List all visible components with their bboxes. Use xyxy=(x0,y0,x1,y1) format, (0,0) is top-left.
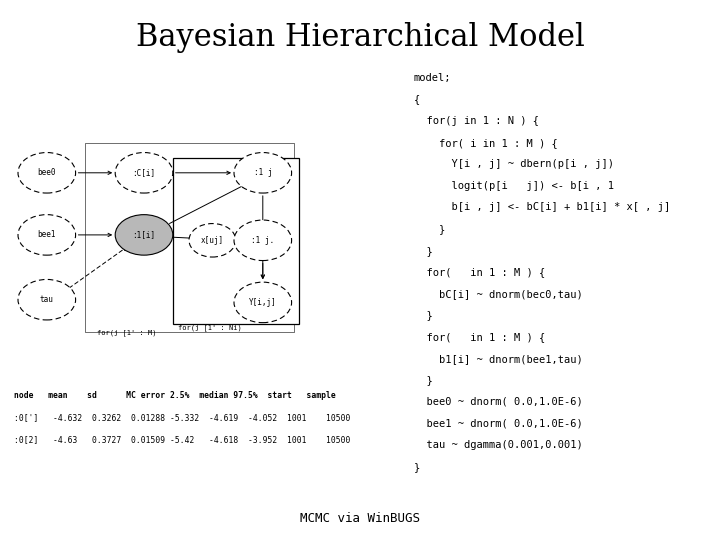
Text: for(   in 1 : M ) {: for( in 1 : M ) { xyxy=(414,267,545,278)
Ellipse shape xyxy=(18,280,76,320)
Text: :1 j.: :1 j. xyxy=(251,236,274,245)
Text: tau: tau xyxy=(40,295,54,304)
Text: b[i , j] <- bC[i] + b1[i] * x[ , j]: b[i , j] <- bC[i] + b1[i] * x[ , j] xyxy=(414,202,670,213)
Ellipse shape xyxy=(234,152,292,193)
Text: logit(p[i   j]) <- b[i , 1: logit(p[i j]) <- b[i , 1 xyxy=(414,181,614,191)
Text: Bayesian Hierarchical Model: Bayesian Hierarchical Model xyxy=(135,22,585,53)
Text: for(j [1' : Ni): for(j [1' : Ni) xyxy=(178,324,242,330)
Text: tau ~ dgamma(0.001,0.001): tau ~ dgamma(0.001,0.001) xyxy=(414,440,582,450)
Text: bC[i] ~ dnorm(bec0,tau): bC[i] ~ dnorm(bec0,tau) xyxy=(414,289,582,299)
Text: {: { xyxy=(414,94,420,105)
Bar xyxy=(85,143,294,332)
Text: for(j in 1 : N ) {: for(j in 1 : N ) { xyxy=(414,116,539,126)
Text: bee1 ~ dnorm( 0.0,1.0E-6): bee1 ~ dnorm( 0.0,1.0E-6) xyxy=(414,418,582,429)
Text: :0[']   -4.632  0.3262  0.01288 -5.332  -4.619  -4.052  1001    10500: :0['] -4.632 0.3262 0.01288 -5.332 -4.61… xyxy=(14,413,351,422)
Text: Y[i,j]: Y[i,j] xyxy=(249,298,276,307)
Text: Y[i , j] ~ dbern(p[i , j]): Y[i , j] ~ dbern(p[i , j]) xyxy=(414,159,614,170)
Ellipse shape xyxy=(234,220,292,260)
Text: :1[i]: :1[i] xyxy=(132,231,156,239)
Ellipse shape xyxy=(18,152,76,193)
Text: node   mean    sd      MC error 2.5%  median 97.5%  start   sample: node mean sd MC error 2.5% median 97.5% … xyxy=(14,392,336,401)
Text: for( i in 1 : M ) {: for( i in 1 : M ) { xyxy=(414,138,558,148)
Ellipse shape xyxy=(189,224,236,257)
Bar xyxy=(92,148,287,327)
Ellipse shape xyxy=(234,282,292,322)
Text: b1[i] ~ dnorm(bee1,tau): b1[i] ~ dnorm(bee1,tau) xyxy=(414,354,582,364)
Text: }: } xyxy=(414,310,433,321)
Text: }: } xyxy=(414,375,433,386)
Text: :C[i]: :C[i] xyxy=(132,168,156,177)
Ellipse shape xyxy=(115,152,173,193)
Ellipse shape xyxy=(18,215,76,255)
Bar xyxy=(89,146,290,329)
Text: bee0 ~ dnorm( 0.0,1.0E-6): bee0 ~ dnorm( 0.0,1.0E-6) xyxy=(414,397,582,407)
Text: model;: model; xyxy=(414,73,451,83)
Text: for(   in 1 : M ) {: for( in 1 : M ) { xyxy=(414,332,545,342)
Text: bee0: bee0 xyxy=(37,168,56,177)
Text: bee1: bee1 xyxy=(37,231,56,239)
Ellipse shape xyxy=(115,215,173,255)
Bar xyxy=(173,158,299,324)
Text: x[uj]: x[uj] xyxy=(201,236,224,245)
Text: :0[2]   -4.63   0.3727  0.01509 -5.42   -4.618  -3.952  1001    10500: :0[2] -4.63 0.3727 0.01509 -5.42 -4.618 … xyxy=(14,435,351,444)
Text: }: } xyxy=(414,246,433,256)
Text: :1 j: :1 j xyxy=(253,168,272,177)
Text: }: } xyxy=(414,224,445,234)
Text: MCMC via WinBUGS: MCMC via WinBUGS xyxy=(300,512,420,525)
Text: for(j [1' : M): for(j [1' : M) xyxy=(97,329,157,336)
Text: }: } xyxy=(414,462,420,472)
